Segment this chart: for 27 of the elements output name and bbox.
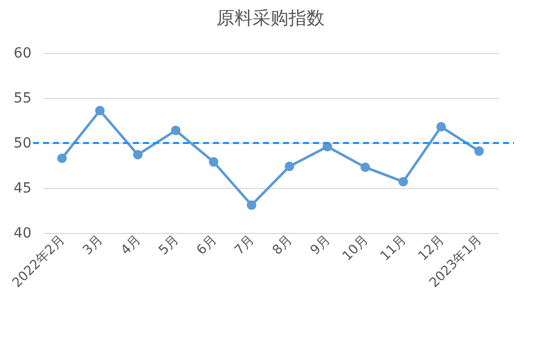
- x-tick-label: 3月: [80, 232, 106, 258]
- x-tick-label: 4月: [118, 232, 144, 258]
- x-tick-label: 10月: [340, 232, 372, 264]
- point: [133, 150, 143, 160]
- x-tick-label: 12月: [416, 232, 448, 264]
- x-tick-label: 8月: [270, 232, 296, 258]
- x-tick-label: 7月: [232, 232, 258, 258]
- point: [436, 122, 446, 132]
- x-tick-label: 11月: [378, 232, 410, 264]
- point: [246, 200, 256, 210]
- y-tick-label: 60: [14, 46, 32, 62]
- point: [170, 126, 180, 136]
- point: [398, 176, 408, 186]
- y-tick-label: 45: [14, 180, 32, 196]
- x-tick-label: 9月: [308, 232, 334, 258]
- point: [284, 162, 294, 172]
- point: [474, 146, 484, 156]
- point: [208, 157, 218, 167]
- chart-title: 原料采购指数: [216, 8, 324, 29]
- point: [95, 106, 105, 116]
- y-tick-label: 55: [14, 90, 32, 106]
- point: [360, 162, 370, 172]
- y-tick-label: 50: [14, 136, 32, 152]
- y-tick-label: 40: [14, 226, 32, 242]
- x-tick-label: 6月: [194, 232, 220, 258]
- point: [57, 154, 67, 164]
- x-tick-label: 5月: [156, 232, 182, 258]
